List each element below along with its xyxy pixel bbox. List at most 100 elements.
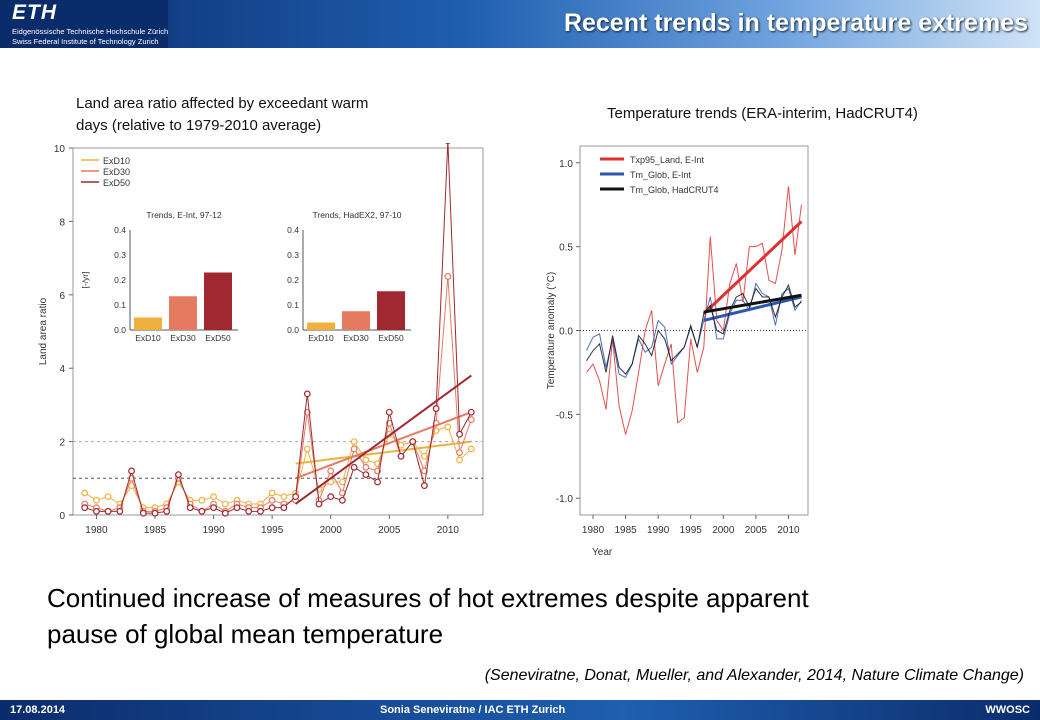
data-point bbox=[175, 471, 182, 479]
data-point bbox=[280, 493, 288, 501]
data-point bbox=[257, 507, 264, 515]
y-tick-label: 8 bbox=[59, 217, 65, 228]
data-point bbox=[385, 408, 393, 416]
inset-y-tick: 0.0 bbox=[287, 325, 299, 335]
inset-bar bbox=[377, 291, 405, 330]
inset-y-tick: 0.4 bbox=[287, 225, 299, 235]
data-point bbox=[315, 500, 323, 508]
inset-y-tick: 0.1 bbox=[114, 300, 126, 310]
inset-bar bbox=[342, 311, 370, 330]
x-tick-label: 1985 bbox=[614, 525, 637, 536]
y-tick-label: 10 bbox=[54, 144, 66, 155]
series-line-ExD50 bbox=[84, 143, 472, 514]
data-point bbox=[362, 456, 370, 464]
data-point bbox=[104, 507, 112, 515]
trend-line-ExD50 bbox=[294, 374, 472, 505]
data-point bbox=[198, 507, 206, 515]
inset-x-label: ExD30 bbox=[343, 333, 369, 343]
x-tick-label: 1985 bbox=[144, 525, 167, 536]
x-tick-label: 2010 bbox=[777, 525, 800, 536]
data-point bbox=[327, 493, 335, 501]
data-point bbox=[350, 445, 358, 453]
inset-x-label: ExD50 bbox=[205, 333, 231, 343]
data-point bbox=[139, 509, 147, 517]
eth-logo-line2: Swiss Federal Institute of Technology Zu… bbox=[12, 37, 159, 46]
data-point bbox=[467, 408, 475, 416]
data-point bbox=[350, 438, 358, 446]
inset-title: Trends, E-Int, 97-12 bbox=[146, 210, 222, 220]
left-caption-line2: days (relative to 1979-2010 average) bbox=[76, 117, 322, 134]
data-point bbox=[456, 449, 463, 457]
data-point bbox=[432, 405, 440, 412]
inset-x-label: ExD30 bbox=[170, 333, 196, 343]
inset-bar bbox=[307, 322, 335, 330]
x-tick-label: 2000 bbox=[712, 525, 735, 536]
data-point bbox=[350, 463, 358, 471]
y-tick-label: 1.0 bbox=[559, 159, 573, 170]
inset-y-tick: 0.4 bbox=[114, 225, 126, 235]
data-point bbox=[221, 509, 229, 517]
data-point bbox=[233, 504, 241, 512]
inset-y-tick: 0.3 bbox=[287, 250, 299, 260]
data-point bbox=[93, 496, 100, 504]
y-tick-label: 4 bbox=[59, 364, 65, 375]
inset-y-tick: 0.3 bbox=[114, 250, 126, 260]
data-point bbox=[409, 438, 417, 446]
legend-label: ExD10 bbox=[103, 156, 130, 166]
legend-label: Txp95_Land, E-Int bbox=[630, 155, 705, 165]
data-point bbox=[198, 496, 206, 504]
series-line-Txp95_Land, E-Int bbox=[586, 186, 802, 435]
y-tick-label: 0.5 bbox=[559, 243, 573, 254]
y-tick-label: 6 bbox=[59, 291, 65, 302]
y-tick-label: 0.0 bbox=[559, 327, 573, 338]
data-point bbox=[210, 504, 217, 512]
y-tick-label: -0.5 bbox=[556, 410, 574, 421]
slide-title: Recent trends in temperature extremes bbox=[563, 9, 1028, 37]
inset-y-tick: 0.1 bbox=[287, 300, 299, 310]
data-point bbox=[362, 471, 370, 479]
inset-x-label: ExD50 bbox=[378, 333, 404, 343]
data-point bbox=[444, 273, 452, 280]
data-point bbox=[186, 504, 194, 512]
y-axis-label: Land area ratio bbox=[38, 297, 49, 365]
series-line-ExD10 bbox=[84, 426, 472, 509]
y-tick-label: -1.0 bbox=[556, 494, 574, 505]
data-point bbox=[327, 467, 335, 475]
inset-y-label: [-/yr] bbox=[80, 272, 90, 289]
footer-bar: 17.08.2014 Sonia Seneviratne / IAC ETH Z… bbox=[0, 700, 1040, 720]
data-point bbox=[421, 452, 428, 460]
data-point bbox=[467, 416, 475, 423]
inset-x-label: ExD10 bbox=[308, 333, 334, 343]
data-point bbox=[268, 489, 276, 497]
land-area-ratio-chart: 0 2 4 6 8 10 1980 1985 1990 1995 2000 2005 2010 Land … bbox=[38, 143, 484, 536]
inset-bar bbox=[134, 317, 162, 330]
data-point bbox=[268, 504, 276, 512]
series-line-ExD30 bbox=[84, 276, 472, 512]
y-tick-label: 0 bbox=[59, 511, 65, 522]
plot-frame bbox=[72, 147, 484, 516]
trend-line-ExD10 bbox=[295, 440, 472, 465]
data-point bbox=[292, 493, 299, 501]
footer-date: 17.08.2014 bbox=[10, 704, 66, 716]
legend-label: Tm_Glob, HadCRUT4 bbox=[630, 185, 719, 195]
inset-y-tick: 0.2 bbox=[114, 275, 126, 285]
data-point bbox=[444, 423, 452, 431]
citation: (Seneviratne, Donat, Mueller, and Alexan… bbox=[484, 667, 1024, 684]
data-point bbox=[104, 493, 112, 501]
x-tick-label: 1990 bbox=[647, 525, 670, 536]
inset-bar bbox=[204, 272, 232, 330]
inset-x-label: ExD10 bbox=[135, 333, 161, 343]
eth-logo-text: ETH bbox=[12, 1, 57, 24]
y-tick-label: 2 bbox=[59, 438, 65, 449]
data-point bbox=[128, 467, 135, 475]
data-point bbox=[456, 456, 463, 464]
data-point bbox=[93, 507, 100, 515]
data-point bbox=[456, 430, 463, 438]
inset-bar bbox=[169, 296, 197, 330]
x-tick-label: 1995 bbox=[680, 525, 703, 536]
x-tick-label: 1995 bbox=[261, 525, 284, 536]
x-tick-label: 2005 bbox=[378, 525, 401, 536]
y-axis-label: Temperature anomaly (°C) bbox=[546, 272, 557, 389]
data-point bbox=[81, 504, 89, 512]
inset-y-tick: 0.0 bbox=[114, 325, 126, 335]
